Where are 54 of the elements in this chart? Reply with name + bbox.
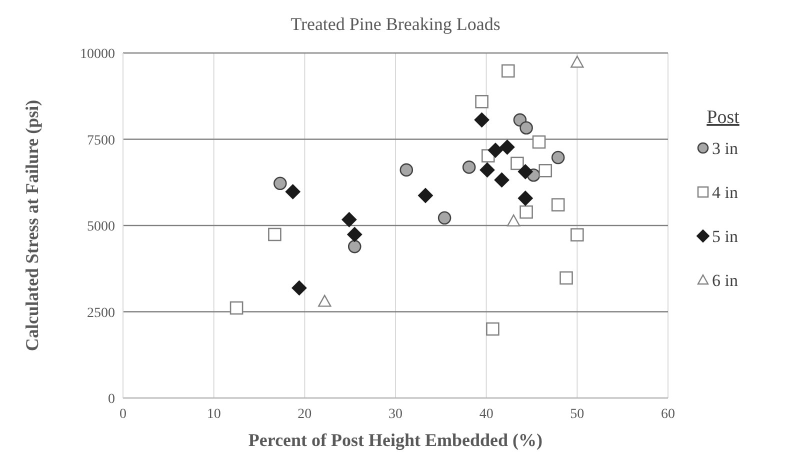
point	[570, 56, 584, 68]
x-tick-label: 0	[120, 407, 126, 422]
legend-label: 4 in	[712, 183, 738, 202]
point	[494, 172, 510, 188]
x-tick-label: 20	[298, 407, 312, 422]
x-tick-label: 10	[206, 407, 221, 422]
point	[501, 64, 515, 78]
point	[462, 160, 476, 174]
point	[532, 135, 546, 149]
x-tick-label: 30	[388, 407, 402, 422]
point	[560, 271, 573, 285]
x-tick-label: 60	[661, 407, 675, 422]
point	[268, 228, 282, 242]
point	[347, 226, 362, 242]
point	[486, 322, 500, 336]
point	[520, 121, 533, 135]
y-tick-label: 5000	[87, 220, 115, 234]
point	[285, 184, 300, 200]
point	[273, 176, 287, 190]
y-tick-label: 0	[108, 392, 115, 407]
point	[400, 163, 414, 177]
legend-label: 3 in	[712, 139, 738, 158]
point	[418, 188, 433, 203]
point	[510, 156, 524, 170]
point	[292, 280, 307, 296]
point	[438, 211, 452, 225]
point	[570, 228, 584, 242]
point	[230, 301, 244, 315]
point	[480, 162, 495, 178]
x-tick-label: 50	[570, 407, 584, 422]
y-tick-label: 7500	[87, 133, 115, 148]
point	[538, 164, 552, 178]
x-tick-label: 40	[479, 407, 494, 422]
point	[488, 142, 503, 158]
x-axis-title: Percent of Post Height Embedded (%)	[248, 430, 543, 450]
y-axis-title: Calculated Stress at Failure (psi)	[22, 100, 42, 352]
legend-title: Post	[706, 107, 740, 128]
point	[348, 240, 362, 254]
point	[551, 150, 565, 164]
point	[342, 212, 357, 228]
y-tick-label: 10000	[80, 47, 115, 62]
point	[518, 164, 533, 180]
point	[475, 94, 488, 108]
point	[518, 190, 533, 206]
point	[551, 198, 565, 212]
chart-title: Treated Pine Breaking Loads	[290, 14, 500, 34]
point	[520, 205, 533, 219]
point	[500, 140, 515, 155]
y-tick-label: 2500	[87, 306, 115, 321]
point	[474, 112, 490, 128]
point	[318, 294, 332, 307]
point	[506, 214, 520, 226]
legend-label: 5 in	[712, 227, 738, 246]
legend-label: 6 in	[712, 271, 738, 290]
